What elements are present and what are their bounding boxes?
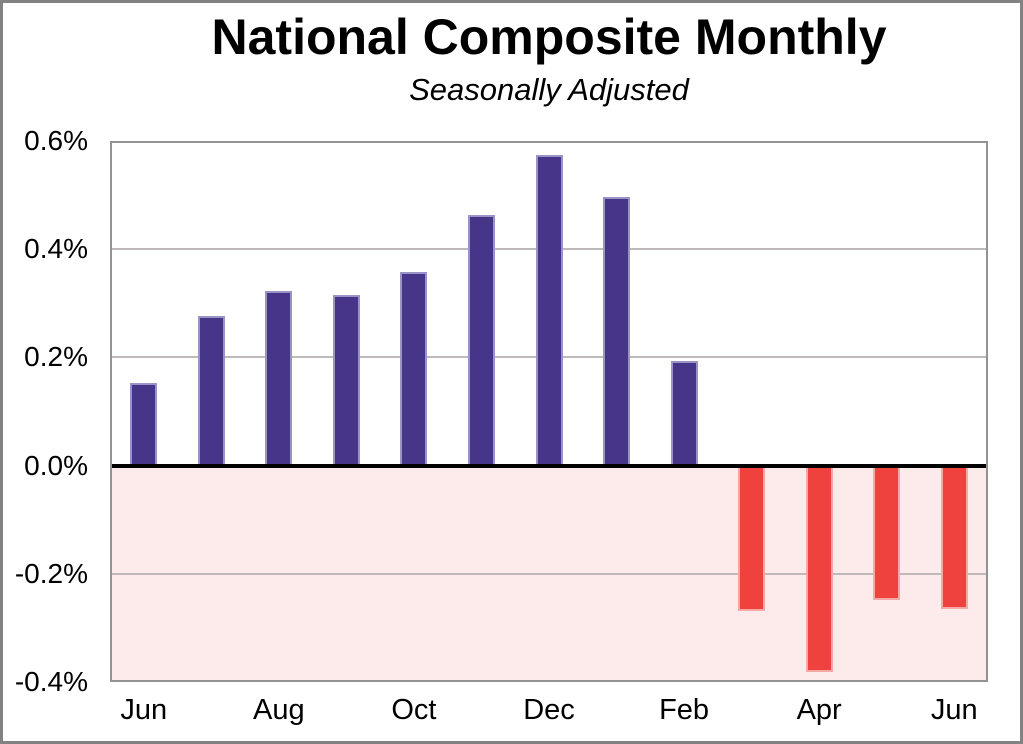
chart-subtitle: Seasonally Adjusted (409, 72, 689, 107)
bar-jul-1 (197, 316, 225, 466)
y-axis-tick-label: -0.2% (14, 557, 88, 589)
x-axis-tick-label: Jun (930, 694, 978, 726)
x-axis-tick-label: Apr (796, 694, 842, 726)
bar-dec-6 (535, 155, 563, 466)
bar-may-11 (873, 465, 901, 601)
y-axis-labels: 0.6% 0.4% 0.2% 0.0% -0.2% -0.4% (0, 125, 88, 697)
y-axis-tick-label: 0.0% (24, 449, 88, 481)
x-axis-tick-label: Feb (659, 694, 710, 726)
x-axis-tick-label: Jun (120, 694, 168, 726)
plot-border (110, 141, 988, 682)
bar-jan-7 (603, 197, 631, 466)
y-axis-tick-label: 0.6% (24, 125, 88, 156)
bar-oct-4 (400, 271, 428, 466)
x-axis-tick-label: Dec (523, 694, 575, 726)
zero-line (110, 463, 988, 468)
plot-area (110, 141, 988, 682)
bar-jun-0 (130, 383, 158, 466)
chart-title: National Composite Monthly (211, 9, 887, 65)
x-axis-tick-label: Oct (391, 694, 437, 726)
bar-nov-5 (467, 214, 495, 466)
bar-jun-12 (940, 465, 968, 609)
bar-mar-9 (738, 465, 766, 611)
bar-sep-3 (332, 295, 360, 466)
bar-feb-8 (670, 360, 698, 466)
gridline (110, 572, 988, 575)
y-axis-tick-label: 0.2% (24, 341, 88, 373)
x-axis-labels: Jun Aug Oct Dec Feb Apr Jun (110, 693, 988, 733)
y-axis-tick-label: 0.4% (24, 233, 88, 265)
bar-aug-2 (265, 290, 293, 466)
x-axis-tick-label: Aug (253, 694, 305, 726)
y-axis-tick-label: -0.4% (14, 666, 88, 697)
bar-apr-10 (805, 465, 833, 673)
